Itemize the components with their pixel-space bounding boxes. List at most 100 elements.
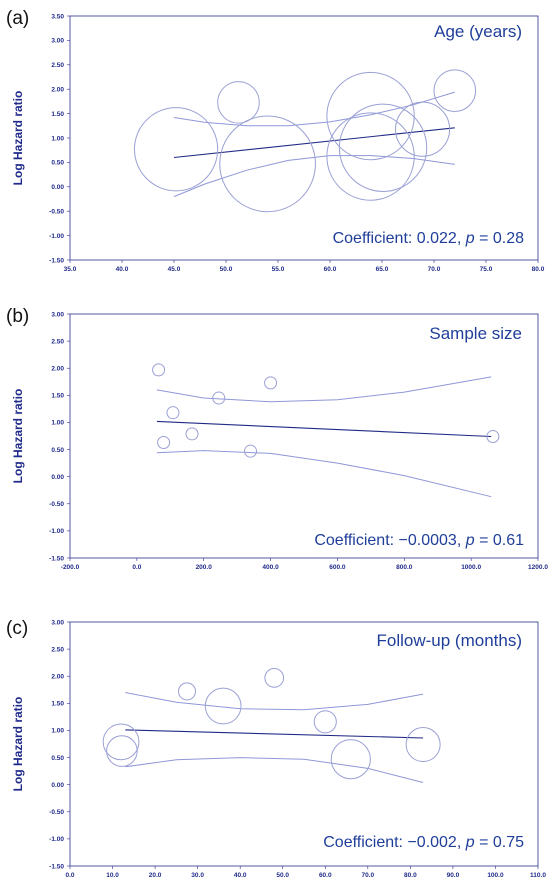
study-bubble-c: [102, 723, 140, 761]
study-bubble-a: [433, 69, 477, 112]
y-tick-label-a: 0.50: [51, 160, 64, 167]
study-bubble-a: [217, 81, 260, 124]
coefficient-label-a: Coefficient: 0.022, p = 0.28: [332, 230, 524, 247]
y-axis-title-c: Log Hazard ratio: [11, 696, 25, 792]
chart-title-b: Sample size: [429, 324, 522, 343]
y-axis-title-b: Log Hazard ratio: [11, 388, 25, 484]
x-tick-label-c: 70.0: [361, 872, 374, 879]
x-tick-label-c: 0.0: [65, 872, 74, 879]
plot-area-a: 3.50 3.00 2.50 2.00 1.50 1.00 0.50 0.00 -0.50 -1.…: [49, 13, 545, 273]
study-bubble-a: [326, 112, 415, 201]
x-tick-label-c: 80.0: [404, 872, 417, 879]
x-tick-label-a: 65.0: [376, 266, 389, 273]
x-tick-label-a: 75.0: [480, 266, 493, 273]
y-tick-label-b: 2.00: [51, 366, 64, 373]
y-tick-label-c: -1.00: [49, 836, 64, 843]
x-tick-label-b: 1000.0: [461, 564, 481, 571]
study-bubble-c: [330, 739, 371, 780]
x-tick-label-c: 10.0: [106, 872, 119, 879]
study-bubble-a: [133, 107, 219, 192]
y-tick-label-a: -1.00: [49, 233, 64, 240]
y-tick-label-b: 3.00: [51, 311, 64, 318]
x-tick-label-b: -200.0: [61, 564, 80, 571]
ci-lower-curve-b: [156, 450, 492, 498]
y-axis-title-a: Log Hazard ratio: [11, 90, 25, 186]
study-bubble-c: [204, 687, 242, 725]
x-tick-label-c: 100.0: [487, 872, 504, 879]
plot-frame-c: [69, 621, 539, 867]
study-bubble-b: [212, 391, 226, 405]
y-tick-label-a: 1.50: [51, 111, 64, 118]
study-bubble-b: [244, 444, 258, 458]
plot-frame-b: [69, 313, 539, 559]
chart-title-a: Age (years): [434, 22, 522, 41]
study-bubble-c: [106, 735, 138, 767]
study-bubble-b: [486, 430, 500, 444]
ci-upper-curve-a: [173, 91, 455, 127]
x-tick-label-a: 60.0: [324, 266, 337, 273]
plot-area-b: 3.00 2.50 2.00 1.50 1.00 0.50 0.00 -0.50 -1.00 -1…: [49, 311, 548, 571]
study-bubble-c: [264, 667, 285, 688]
y-tick-label-b: 0.50: [51, 447, 64, 454]
plot-area-c: 3.00 2.50 2.00 1.50 1.00 0.50 0.00 -0.50 -1.00 -1…: [49, 619, 546, 879]
x-tick-label-b: 200.0: [196, 564, 213, 571]
y-tick-label-c: 2.50: [51, 646, 64, 653]
x-tick-label-b: 0.0: [132, 564, 141, 571]
y-tick-label-a: 3.00: [51, 38, 64, 45]
y-tick-label-c: 0.50: [51, 755, 64, 762]
panel-a: 3.50 3.00 2.50 2.00 1.50 1.00 0.50 0.00 -0.50 -1.…: [0, 0, 550, 298]
x-tick-label-a: 80.0: [532, 266, 545, 273]
panel-label-c: (c): [6, 618, 29, 639]
study-bubble-a: [219, 115, 316, 213]
study-bubble-c: [405, 727, 441, 763]
x-tick-label-c: 30.0: [191, 872, 204, 879]
x-tick-label-c: 20.0: [149, 872, 162, 879]
x-tick-label-c: 110.0: [530, 872, 546, 879]
study-bubble-a: [326, 71, 415, 161]
y-tick-label-c: 0.00: [51, 782, 64, 789]
y-tick-label-b: 1.00: [51, 420, 64, 427]
y-tick-label-a: 1.00: [51, 135, 64, 142]
ci-upper-curve-b: [156, 376, 492, 403]
y-tick-label-c: 3.00: [51, 619, 64, 626]
y-tick-label-c: 1.00: [51, 728, 64, 735]
x-tick-label-b: 400.0: [262, 564, 279, 571]
study-bubble-b: [166, 406, 180, 420]
x-tick-label-b: 1200.0: [528, 564, 548, 571]
x-tick-label-a: 50.0: [220, 266, 233, 273]
panel-label-a: (a): [6, 8, 30, 29]
x-tick-label-a: 45.0: [168, 266, 181, 273]
panel-label-b: (b): [6, 306, 30, 327]
study-bubble-a: [395, 101, 451, 157]
ci-lower-curve-c: [125, 757, 424, 783]
coefficient-label-b: Coefficient: −0.0003, p = 0.61: [314, 532, 524, 549]
y-tick-label-c: 2.00: [51, 674, 64, 681]
y-tick-label-a: 3.50: [51, 13, 64, 20]
chart-title-c: Follow-up (months): [376, 631, 523, 650]
regression-line-b: [156, 420, 492, 438]
ci-upper-curve-c: [125, 692, 424, 711]
x-tick-label-c: 90.0: [447, 872, 460, 879]
study-bubble-b: [152, 363, 166, 377]
panel-c: 3.00 2.50 2.00 1.50 1.00 0.50 0.00 -0.50 -1.00 -1…: [0, 596, 550, 894]
y-tick-label-b: 0.00: [51, 474, 64, 481]
y-tick-label-b: -1.00: [49, 528, 64, 535]
y-tick-label-a: 2.50: [51, 62, 64, 69]
coefficient-label-c: Coefficient: −0.002, p = 0.75: [323, 834, 524, 851]
panel-b: 3.00 2.50 2.00 1.50 1.00 0.50 0.00 -0.50 -1.00 -1…: [0, 298, 550, 596]
ci-lower-curve-a: [173, 155, 455, 198]
y-tick-label-c: -0.50: [49, 809, 64, 816]
regression-line-c: [125, 729, 424, 739]
x-tick-label-c: 50.0: [276, 872, 289, 879]
x-tick-label-b: 800.0: [396, 564, 413, 571]
x-tick-label-c: 40.0: [234, 872, 247, 879]
study-bubble-b: [185, 427, 199, 441]
y-tick-label-b: 2.50: [51, 338, 64, 345]
study-bubble-b: [157, 436, 171, 450]
study-bubble-c: [313, 710, 337, 734]
y-tick-label-b: -0.50: [49, 501, 64, 508]
x-tick-label-c: 60.0: [319, 872, 332, 879]
y-tick-label-a: -1.50: [49, 257, 64, 264]
x-tick-label-a: 40.0: [116, 266, 129, 273]
y-tick-label-a: -0.50: [49, 209, 64, 216]
